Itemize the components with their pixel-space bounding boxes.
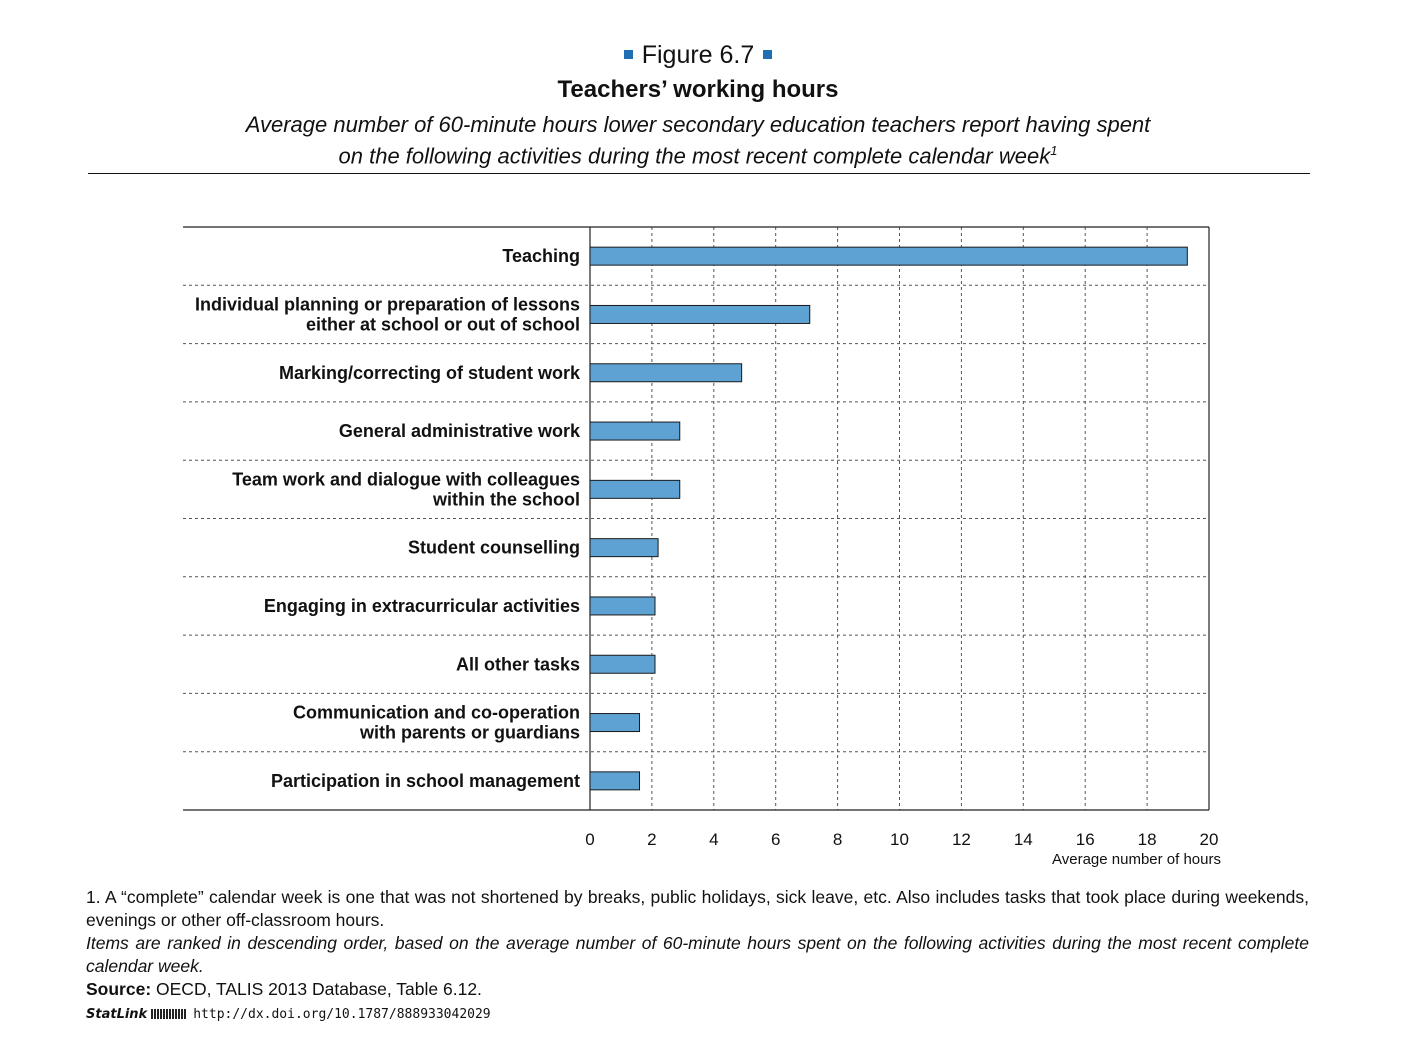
x-tick-label: 10	[890, 830, 909, 849]
subtitle-line-2: on the following activities during the m…	[338, 143, 1058, 169]
square-marker-icon	[763, 49, 773, 59]
x-tick-label: 20	[1200, 830, 1219, 849]
x-tick-label: 0	[585, 830, 594, 849]
category-label: Participation in school management	[271, 771, 580, 791]
header-rule	[88, 173, 1310, 174]
bar	[589, 246, 1188, 266]
ranking-note: Items are ranked in descending order, ba…	[86, 933, 1309, 976]
bar	[589, 771, 641, 791]
chart-subtitle: Average number of 60-minute hours lower …	[160, 112, 1236, 169]
category-label: within the school	[432, 489, 580, 509]
footnote: 1. A “complete” calendar week is one tha…	[86, 887, 1309, 930]
x-tick-label: 4	[709, 830, 718, 849]
bar-chart: Teaching Individual planning or preparati…	[183, 226, 1221, 868]
chart-title: Teachers’ working hours	[557, 76, 839, 103]
category-label: Team work and dialogue with colleagues	[232, 469, 580, 489]
figure-number: Figure 6.7	[641, 41, 755, 69]
statlink-logo-icon	[151, 1009, 188, 1019]
chart-notes: 1. A “complete” calendar week is one tha…	[86, 886, 1309, 1001]
x-tick-label: 8	[833, 830, 842, 849]
x-tick-label: 12	[952, 830, 971, 849]
figure-label: Figure 6.7	[0, 40, 1396, 70]
category-label: Engaging in extracurricular activities	[264, 596, 580, 616]
bar	[589, 304, 811, 324]
bar	[589, 538, 659, 558]
x-tick-label: 14	[1014, 830, 1033, 849]
bar	[589, 479, 681, 499]
category-label: General administrative work	[339, 421, 581, 441]
x-tick-label: 6	[771, 830, 780, 849]
category-label: All other tasks	[456, 654, 580, 674]
x-tick-label: 18	[1138, 830, 1157, 849]
statlink: StatLink http://dx.doi.org/10.1787/888933…	[86, 1006, 491, 1023]
square-marker-icon	[623, 49, 633, 59]
x-tick-label: 16	[1076, 830, 1095, 849]
category-label: with parents or guardians	[359, 723, 580, 743]
statlink-brand: StatLink	[86, 1007, 148, 1022]
bar	[589, 421, 681, 441]
bar	[589, 596, 656, 616]
x-axis-label: Average number of hours	[1052, 851, 1221, 868]
bar	[589, 363, 743, 383]
category-label: Student counselling	[408, 538, 580, 558]
category-label: Communication and co-operation	[293, 703, 580, 723]
footnote-marker: 1	[1050, 143, 1058, 158]
subtitle-line-1: Average number of 60-minute hours lower …	[245, 112, 1151, 137]
source-note: Source: OECD, TALIS 2013 Database, Table…	[86, 979, 482, 999]
x-tick-label: 2	[647, 830, 656, 849]
category-label: Teaching	[502, 246, 580, 266]
bar	[589, 713, 641, 733]
bar	[589, 654, 656, 674]
category-label: Marking/correcting of student work	[279, 363, 581, 383]
statlink-url[interactable]: http://dx.doi.org/10.1787/888933042029	[193, 1007, 491, 1022]
category-label: Individual planning or preparation of le…	[195, 294, 580, 314]
category-label: either at school or out of school	[306, 314, 580, 334]
